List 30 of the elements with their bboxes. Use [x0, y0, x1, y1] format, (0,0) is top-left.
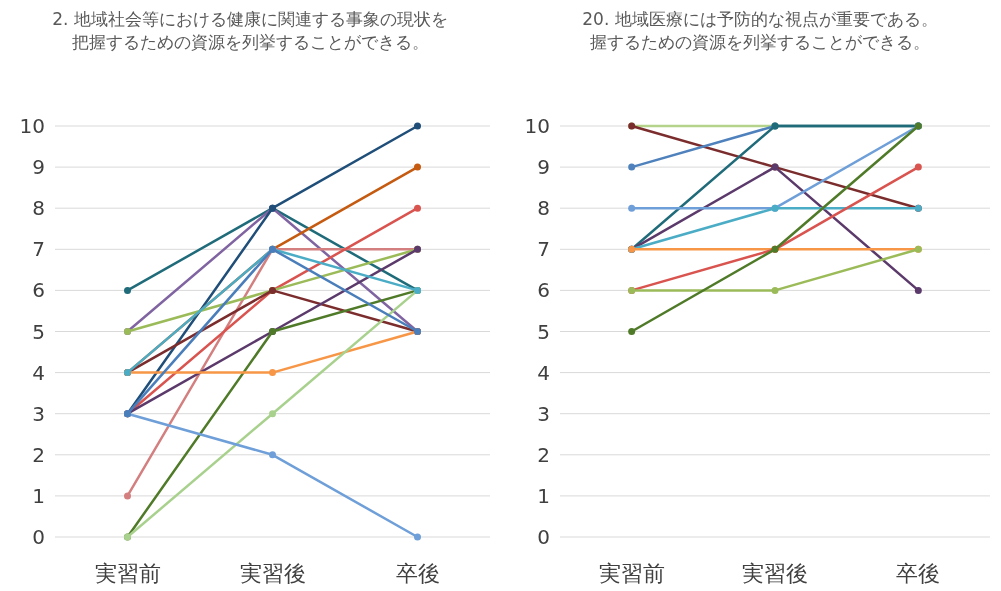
y-tick-label: 10 — [524, 114, 550, 138]
y-tick-label: 9 — [537, 155, 550, 180]
x-tick-label: 実習後 — [742, 561, 808, 586]
chart-title: 2. 地域社会等における健康に関連する事象の現状を把握するための資源を列挙することができる。 — [51, 8, 449, 54]
y-tick-label: 8 — [537, 196, 550, 221]
y-tick-label: 1 — [32, 483, 45, 508]
y-tick-label: 0 — [32, 525, 45, 549]
y-tick-label: 2 — [32, 442, 45, 467]
y-tick-label: 6 — [32, 278, 45, 303]
x-tick-label: 実習後 — [239, 561, 306, 586]
y-tick-label: 3 — [537, 401, 550, 426]
y-tick-label: 6 — [537, 278, 550, 303]
x-tick-label: 実習前 — [94, 561, 161, 586]
x-tick-label: 実習前 — [598, 561, 665, 586]
y-tick-label: 9 — [32, 155, 45, 180]
y-tick-label: 8 — [32, 196, 45, 221]
y-tick-label: 4 — [537, 360, 550, 385]
chart-title: 20. 地域医療には予防的な視点が重要である。握するための資源を列挙することができる。 — [581, 8, 939, 54]
y-tick-label: 1 — [537, 483, 550, 508]
y-tick-label: 2 — [537, 442, 550, 467]
y-tick-label: 4 — [32, 360, 45, 385]
x-tick-label: 卒後 — [896, 561, 941, 586]
y-tick-label: 3 — [32, 401, 45, 426]
y-tick-label: 10 — [19, 114, 45, 138]
y-tick-label: 5 — [537, 319, 550, 344]
y-tick-label: 7 — [32, 237, 45, 262]
y-tick-label: 5 — [32, 319, 45, 344]
y-tick-label: 0 — [537, 525, 550, 549]
x-tick-label: 卒後 — [395, 561, 440, 586]
y-tick-label: 7 — [537, 237, 550, 262]
